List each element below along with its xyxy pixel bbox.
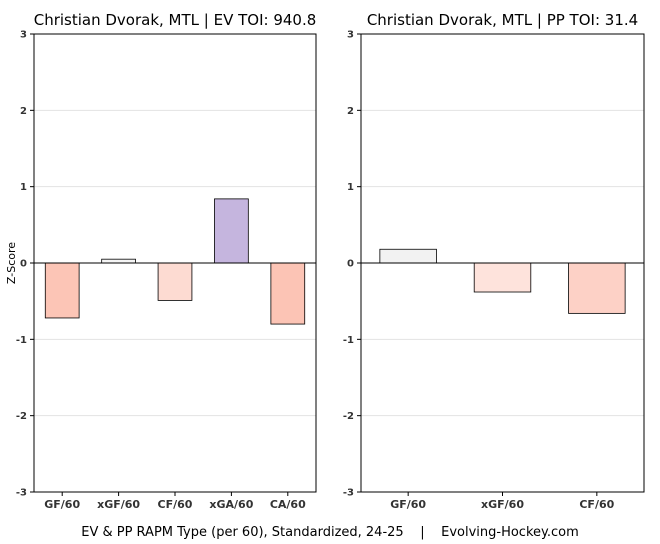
x-tick-label: GF/60	[390, 498, 426, 511]
chart-title: Christian Dvorak, MTL | EV TOI: 940.8	[34, 11, 317, 29]
chart-title: Christian Dvorak, MTL | PP TOI: 31.4	[367, 11, 638, 29]
bar-cf-per-60	[157, 262, 193, 301]
x-tick-label: CF/60	[158, 498, 193, 511]
y-tick-label: 1	[20, 182, 27, 193]
bar-cf-per-60	[568, 262, 626, 314]
bar-xgf-per-60	[101, 258, 136, 264]
bar-ca-per-60	[270, 262, 306, 325]
y-tick-label: -2	[343, 411, 354, 422]
y-tick-label: -3	[343, 488, 354, 499]
y-tick-label: 1	[347, 182, 354, 193]
y-tick-label: 0	[20, 259, 27, 270]
x-tick-label: CA/60	[270, 498, 306, 511]
y-tick-label: 3	[347, 30, 354, 41]
y-axis-label: Z-Score	[5, 242, 18, 284]
x-tick-label: xGF/60	[97, 498, 140, 511]
plot-frame	[33, 33, 317, 493]
y-tick-label: 0	[347, 259, 354, 270]
footer-caption: EV & PP RAPM Type (per 60), Standardized…	[81, 525, 579, 540]
bar-xga-per-60	[214, 198, 249, 264]
y-tick-label: -3	[16, 488, 27, 499]
y-tick-label: 2	[347, 106, 354, 117]
y-tick-label: -1	[343, 335, 354, 346]
x-tick-label: GF/60	[44, 498, 80, 511]
pp-rapm-panel: Christian Dvorak, MTL | PP TOI: 31.4 -3 -2…	[343, 11, 645, 511]
plot-frame	[360, 33, 645, 493]
y-tick-label: 3	[20, 30, 27, 41]
bar-xgf-per-60	[473, 262, 532, 293]
y-tick-label: 2	[20, 106, 27, 117]
bar-gf-per-60	[44, 262, 80, 319]
bar-gf-per-60	[379, 248, 437, 264]
x-tick-label: xGF/60	[481, 498, 524, 511]
y-tick-label: -2	[16, 411, 27, 422]
y-tick-label: -1	[16, 335, 27, 346]
x-tick-label: xGA/60	[209, 498, 253, 511]
x-tick-label: CF/60	[579, 498, 614, 511]
ev-rapm-panel: Christian Dvorak, MTL | EV TOI: 940.8 -3 -…	[16, 11, 317, 511]
